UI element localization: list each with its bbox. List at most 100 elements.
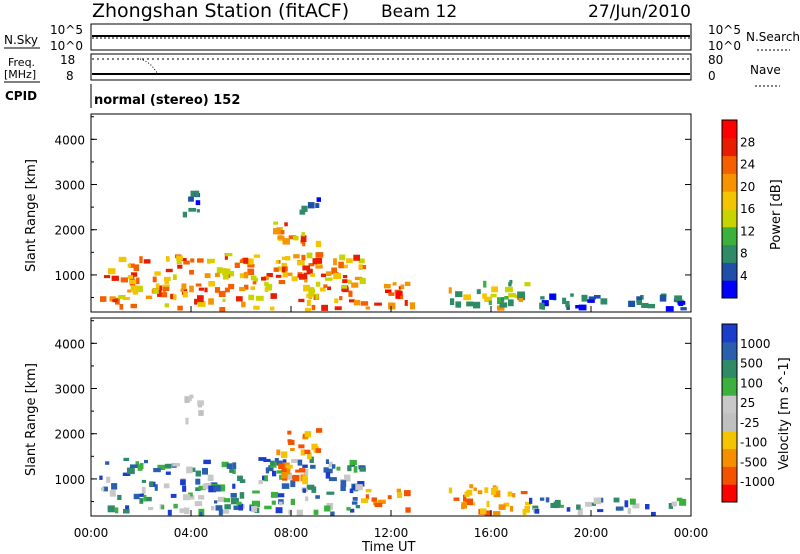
velocity-cell (539, 497, 545, 501)
power-cell (298, 274, 305, 280)
power-cell (170, 293, 174, 300)
velocity-cell (509, 505, 514, 512)
velocity-cell (141, 479, 147, 483)
power-cell (252, 281, 257, 285)
power-cell (628, 300, 636, 307)
velocity-cell (498, 504, 506, 510)
velocity-cell (613, 497, 620, 503)
power-cell (155, 283, 160, 290)
power-cell (311, 304, 316, 311)
velocity-cell (172, 463, 180, 467)
power-cell (190, 190, 199, 197)
power-cell (239, 259, 245, 264)
power-cell (316, 262, 321, 266)
power-cell (301, 254, 306, 261)
power-cell (499, 302, 508, 308)
power-cell (253, 305, 260, 310)
velocity-cell (353, 466, 358, 473)
power-cell (323, 284, 328, 288)
power-cell (275, 260, 279, 264)
velocity-cell (465, 498, 474, 505)
velocity-cell (464, 491, 470, 497)
power-cell (265, 283, 273, 291)
colorbar-band (722, 395, 737, 414)
power-colorbar: 28 24 20 16 12 8 4 Power [dB] (721, 119, 784, 299)
velocity-cell (189, 495, 195, 500)
velocity-cell (226, 463, 233, 469)
power-cell (172, 294, 177, 301)
velocity-cell (129, 464, 138, 468)
x-tick-label: 00:00 (74, 526, 109, 540)
velocity-cell (359, 467, 366, 472)
velocity-cell (218, 508, 223, 516)
power-cell (404, 300, 408, 306)
power-cell (127, 264, 131, 268)
velocity-panel: 1000 2000 3000 4000 Slant Range [km] (24, 317, 692, 517)
velocity-cell (347, 465, 352, 472)
power-cell (130, 303, 137, 309)
power-cell (277, 266, 281, 272)
velocity-cell (263, 458, 271, 462)
x-axis-label: Time UT (361, 540, 415, 554)
power-cell (500, 297, 505, 302)
velocity-cell (588, 502, 596, 506)
power-cell (348, 290, 353, 297)
velocity-cell (355, 505, 361, 509)
velocity-cell (284, 468, 291, 475)
colorbar-band (722, 226, 737, 246)
velocity-cell (479, 508, 487, 515)
velocity-cell (387, 495, 392, 500)
power-cell (100, 296, 107, 302)
velocity-cell (355, 484, 363, 491)
velocity-cell (229, 466, 234, 473)
velocity-cell (148, 506, 154, 511)
power-cell (594, 295, 601, 299)
power-cell (455, 301, 462, 308)
power-cell (109, 296, 116, 302)
power-cell (319, 287, 326, 292)
colorbar-band (722, 324, 737, 343)
power-cell (304, 307, 311, 312)
velocity-cell (344, 474, 351, 482)
velocity-cell (328, 461, 333, 468)
power-cell (241, 301, 246, 308)
velocity-cell (330, 511, 335, 516)
power-cell (239, 287, 246, 292)
velocity-cell (286, 472, 292, 480)
power-cell (218, 290, 226, 297)
power-cell (315, 203, 320, 208)
velocity-cell (340, 484, 346, 491)
velocity-cell (469, 484, 474, 489)
power-cell (331, 267, 337, 275)
power-cell (392, 282, 397, 286)
power-cell (222, 298, 226, 302)
velocity-cell (627, 508, 631, 514)
power-cell (112, 299, 118, 303)
power-cell (491, 286, 498, 293)
velocity-cell (268, 465, 274, 472)
power-cell (229, 271, 235, 277)
velocity-cell (213, 485, 221, 492)
power-cell (297, 260, 305, 266)
velocity-cell (221, 461, 229, 468)
velocity-cell (264, 505, 272, 510)
velocity-cell (198, 485, 206, 491)
power-cell (541, 300, 549, 307)
velocity-cell (217, 484, 226, 492)
velocity-cell (288, 509, 292, 515)
velocity-cell (350, 508, 355, 513)
velocity-cell (188, 492, 193, 497)
power-cell (570, 293, 574, 297)
power-cell (339, 254, 346, 261)
power-cell (255, 295, 264, 301)
velocity-cell (302, 488, 307, 493)
power-cell (315, 240, 322, 248)
velocity-cell (101, 487, 105, 491)
power-cell (243, 257, 249, 264)
power-cell (549, 293, 556, 300)
velocity-cell (278, 463, 285, 470)
colorbar-tick-label: 500 (740, 357, 763, 371)
y-tick-label: 2000 (54, 224, 85, 238)
power-cell (301, 205, 308, 212)
